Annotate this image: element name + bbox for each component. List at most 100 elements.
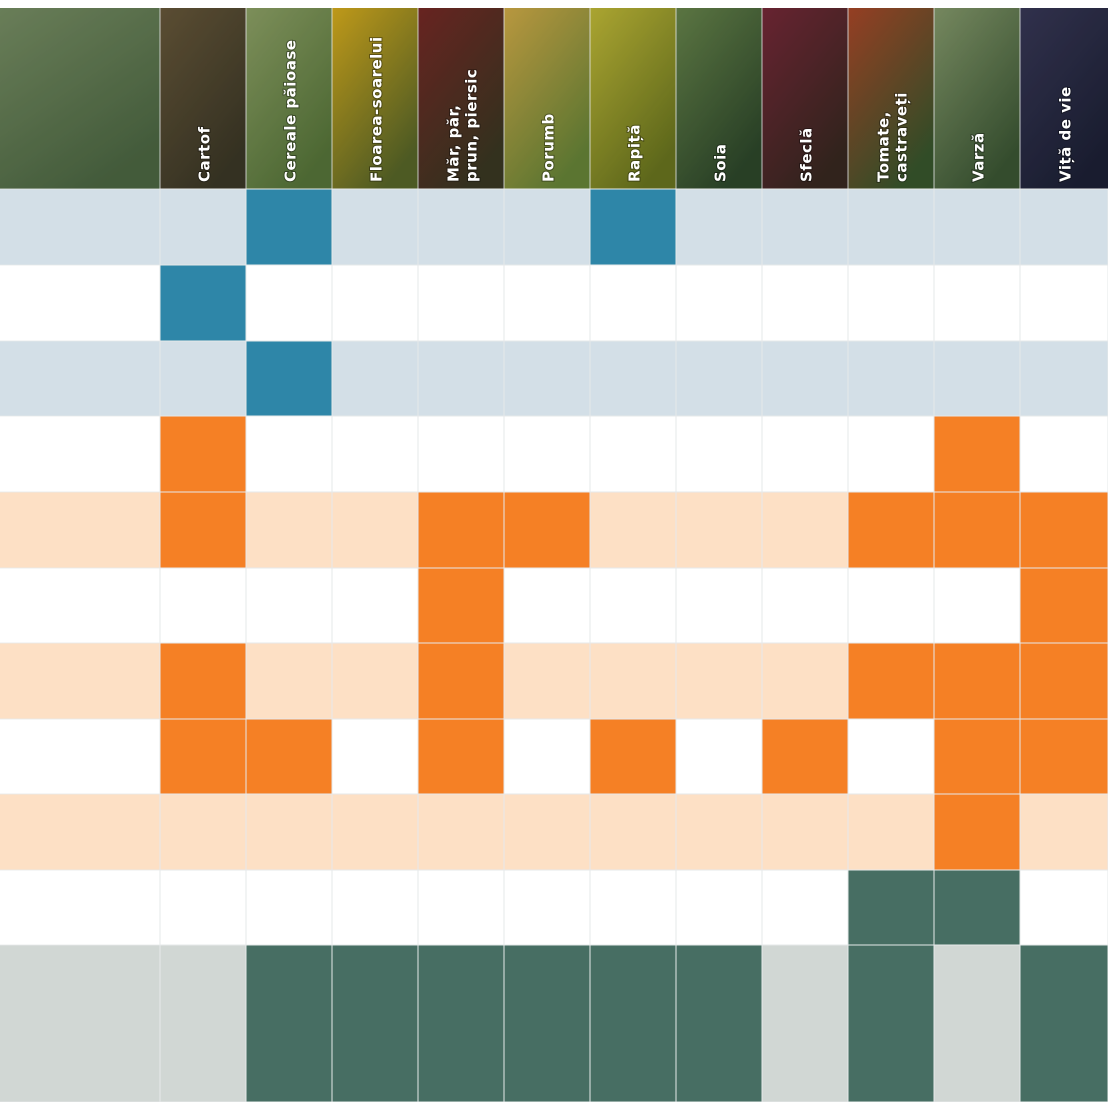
cell-filled (1020, 945, 1108, 1102)
cell (332, 719, 418, 794)
cell (160, 189, 246, 265)
cell (590, 643, 676, 719)
header-shade (0, 8, 160, 189)
cell (676, 643, 762, 719)
cell (676, 189, 762, 265)
top-strip (0, 0, 1108, 8)
cell (590, 568, 676, 643)
cell-filled (246, 945, 332, 1102)
cell (504, 719, 590, 794)
cell-filled (504, 492, 590, 568)
cell (418, 265, 504, 341)
cell-filled (160, 492, 246, 568)
cell (934, 945, 1020, 1102)
column-label: Sfeclă (798, 127, 816, 182)
cell (676, 568, 762, 643)
cell-filled (1020, 643, 1108, 719)
column-label: Cereale păioase (282, 40, 300, 182)
cell (934, 568, 1020, 643)
cell (1020, 794, 1108, 870)
cell (762, 945, 848, 1102)
cell-filled (160, 416, 246, 492)
cell-filled (160, 719, 246, 794)
cell (848, 189, 934, 265)
column-label: prun, piersic (463, 69, 481, 182)
cell-filled (934, 492, 1020, 568)
cell (1020, 265, 1108, 341)
cell-filled (418, 643, 504, 719)
cell (676, 416, 762, 492)
cell-filled (934, 643, 1020, 719)
column-label: Viță de vie (1057, 86, 1075, 182)
cell (332, 794, 418, 870)
cell-filled (676, 945, 762, 1102)
column-label: castraveți (893, 92, 911, 182)
cell (848, 568, 934, 643)
cell (160, 341, 246, 416)
cell (676, 492, 762, 568)
cell (246, 416, 332, 492)
cell (504, 416, 590, 492)
cell-filled (848, 945, 934, 1102)
cell (848, 265, 934, 341)
cell (246, 265, 332, 341)
cell (762, 492, 848, 568)
cell (762, 416, 848, 492)
column-label: Soia (712, 144, 730, 182)
cell (762, 870, 848, 945)
cell-filled (504, 945, 590, 1102)
cell (160, 794, 246, 870)
cell (332, 492, 418, 568)
cell-filled (246, 341, 332, 416)
cell (676, 870, 762, 945)
column-label: Floarea-soarelui (368, 36, 386, 182)
cell-filled (160, 643, 246, 719)
cell-filled (1020, 719, 1108, 794)
cell (1020, 341, 1108, 416)
cell-filled (332, 945, 418, 1102)
cell (762, 341, 848, 416)
cell (504, 643, 590, 719)
cell (504, 870, 590, 945)
cell (332, 870, 418, 945)
cell (590, 794, 676, 870)
cell (332, 643, 418, 719)
cell (246, 643, 332, 719)
cell (1020, 189, 1108, 265)
cell (762, 568, 848, 643)
column-label: Tomate, (875, 111, 893, 182)
cell (762, 265, 848, 341)
cell-filled (590, 945, 676, 1102)
cell (676, 719, 762, 794)
cell (934, 265, 1020, 341)
cell (848, 719, 934, 794)
cell (590, 492, 676, 568)
cell (590, 416, 676, 492)
column-label: Varză (970, 132, 988, 182)
cell (590, 870, 676, 945)
cell-filled (418, 719, 504, 794)
cell-filled (246, 189, 332, 265)
cell (848, 794, 934, 870)
cell (590, 341, 676, 416)
cell (418, 794, 504, 870)
cell-filled (418, 945, 504, 1102)
cell (676, 265, 762, 341)
cell (504, 341, 590, 416)
cell (762, 794, 848, 870)
cell-filled (934, 870, 1020, 945)
cell (418, 189, 504, 265)
column-label: Cartof (196, 126, 214, 182)
cell (332, 416, 418, 492)
cell-filled (418, 492, 504, 568)
cell (418, 341, 504, 416)
cell (160, 870, 246, 945)
cell-filled (934, 416, 1020, 492)
cell (246, 794, 332, 870)
cell (848, 341, 934, 416)
cell (762, 643, 848, 719)
cell (934, 341, 1020, 416)
cell (418, 416, 504, 492)
cell (676, 341, 762, 416)
cell-filled (934, 794, 1020, 870)
